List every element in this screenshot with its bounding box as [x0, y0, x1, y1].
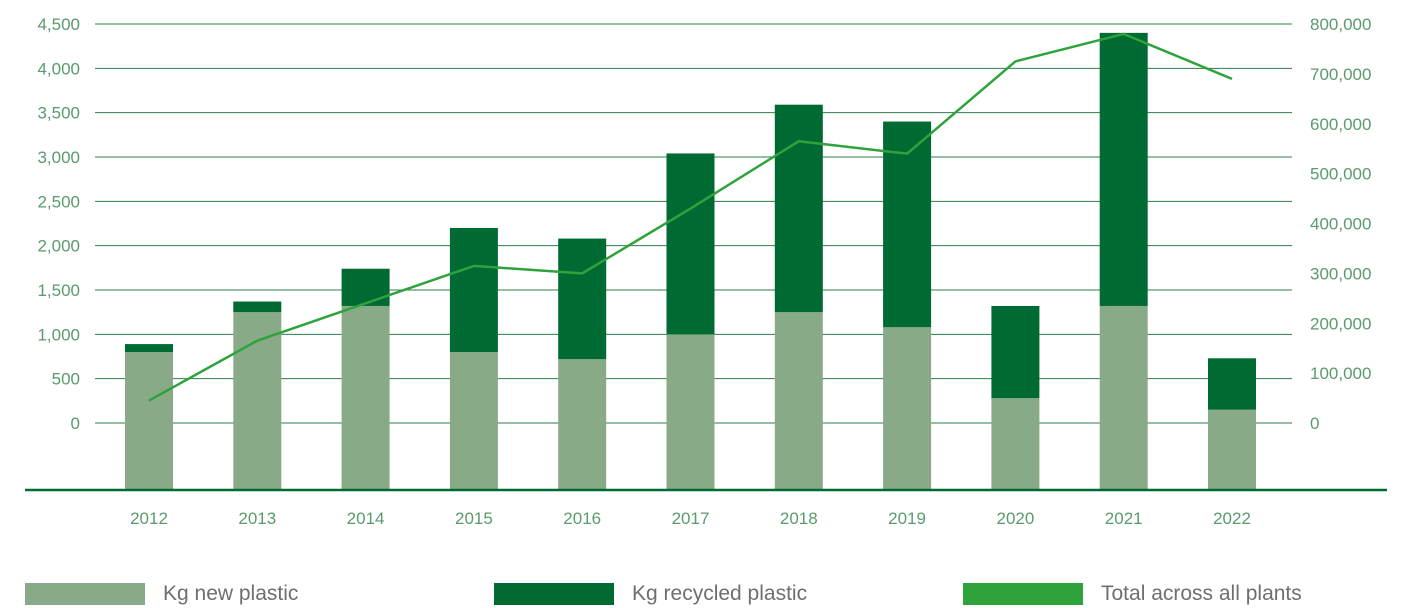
bar-recycled-plastic [774, 104, 823, 313]
legend-swatch-recycled-plastic [494, 583, 614, 605]
bar-new-plastic [341, 305, 390, 490]
x-tick-label: 2018 [780, 509, 818, 528]
left-tick-label: 2,000 [37, 237, 80, 256]
legend-label-new-plastic: Kg new plastic [163, 582, 299, 605]
right-tick-label: 100,000 [1310, 364, 1371, 383]
bar-new-plastic [125, 352, 173, 490]
x-tick-label: 2013 [238, 509, 276, 528]
x-tick-label: 2015 [455, 509, 493, 528]
bar-new-plastic [666, 334, 715, 490]
left-tick-label: 1,500 [37, 281, 80, 300]
bar-new-plastic [1099, 305, 1148, 490]
bar-recycled-plastic [449, 227, 498, 353]
bar-new-plastic [449, 352, 498, 490]
bar-new-plastic [233, 312, 282, 490]
x-tick-label: 2019 [888, 509, 926, 528]
bar-recycled-plastic [1208, 358, 1256, 410]
bar-new-plastic [991, 398, 1040, 490]
right-axis-ticks: 0 100,000 200,000 300,000 400,000 500,000 600,… [1310, 15, 1371, 433]
bar-new-plastic [774, 312, 823, 490]
left-tick-label: 3,500 [37, 104, 80, 123]
left-tick-label: 2,500 [37, 192, 80, 211]
right-tick-label: 400,000 [1310, 215, 1371, 234]
legend-swatch-new-plastic [25, 583, 145, 605]
x-tick-label: 2016 [563, 509, 601, 528]
x-axis-ticks: 2012 2013 2014 2015 2016 2017 2018 2019 2020 2021… [130, 509, 1251, 528]
bar-recycled-plastic [991, 305, 1040, 399]
bar-new-plastic [1208, 409, 1256, 490]
right-tick-label: 500,000 [1310, 165, 1371, 184]
right-tick-label: 300,000 [1310, 264, 1371, 283]
bar-new-plastic [883, 327, 932, 490]
left-tick-label: 500 [52, 370, 80, 389]
left-tick-label: 1,000 [37, 325, 80, 344]
bar-recycled-plastic [125, 344, 173, 353]
legend-item-total: Total across all plants [963, 582, 1302, 606]
right-tick-label: 800,000 [1310, 15, 1371, 34]
x-tick-label: 2017 [672, 509, 710, 528]
bar-recycled-plastic [1099, 32, 1148, 306]
right-tick-label: 600,000 [1310, 115, 1371, 134]
legend-label-recycled-plastic: Kg recycled plastic [632, 582, 808, 605]
left-tick-label: 0 [71, 414, 80, 433]
x-tick-label: 2014 [347, 509, 385, 528]
bar-new-plastic [558, 359, 607, 490]
right-tick-label: 200,000 [1310, 314, 1371, 333]
bar-recycled-plastic [666, 153, 715, 335]
legend-label-total: Total across all plants [1101, 582, 1302, 605]
x-tick-label: 2020 [996, 509, 1034, 528]
bar-recycled-plastic [883, 121, 932, 328]
legend-swatch-total [963, 583, 1083, 605]
right-tick-label: 700,000 [1310, 65, 1371, 84]
bar-recycled-plastic [233, 301, 282, 313]
x-tick-label: 2022 [1213, 509, 1251, 528]
left-tick-label: 4,500 [37, 15, 80, 34]
total-line-series [148, 32, 1233, 402]
right-tick-label: 0 [1310, 414, 1319, 433]
legend-item-new-plastic: Kg new plastic [25, 582, 298, 606]
x-tick-label: 2021 [1105, 509, 1143, 528]
x-tick-label: 2012 [130, 509, 168, 528]
bars [125, 32, 1256, 490]
legend-item-recycled-plastic: Kg recycled plastic [494, 582, 807, 606]
left-axis-ticks: 0 500 1,000 1,500 2,000 2,500 3,000 3,500 4,000 4… [37, 15, 80, 433]
bar-recycled-plastic [558, 238, 607, 360]
left-tick-label: 3,000 [37, 148, 80, 167]
left-tick-label: 4,000 [37, 59, 80, 78]
bar-recycled-plastic [341, 268, 390, 306]
